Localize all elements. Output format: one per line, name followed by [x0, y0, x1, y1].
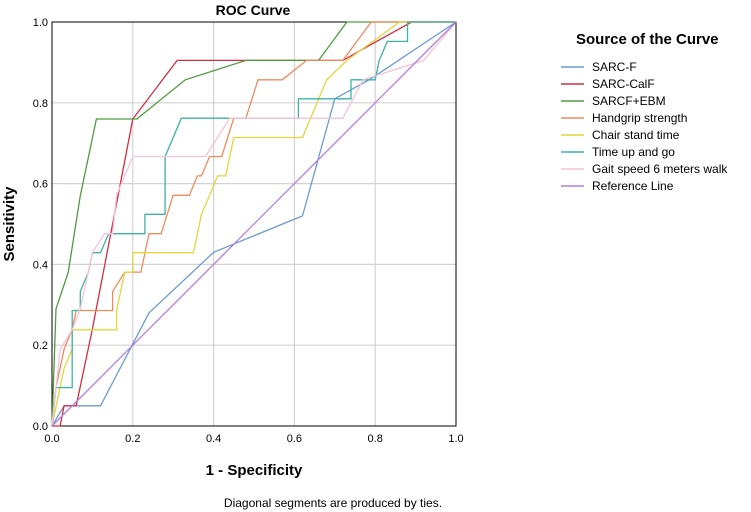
- y-tick-label: 0.2: [33, 340, 48, 352]
- legend-item-reference-line: Reference Line: [561, 179, 674, 193]
- y-tick-label: 0.8: [33, 98, 48, 110]
- x-tick-label: 1.0: [448, 433, 463, 445]
- y-axis-label: Sensitivity: [1, 186, 18, 262]
- legend-label: SARC-F: [592, 60, 637, 74]
- y-tick-label: 0.0: [33, 421, 48, 433]
- series-layer: [51, 21, 457, 427]
- legend-label: Handgrip strength: [592, 111, 687, 125]
- series-line-reference-line: [51, 21, 457, 427]
- legend-label: Gait speed 6 meters walk: [592, 162, 728, 176]
- x-axis-label: 1 - Specificity: [206, 462, 303, 479]
- x-tick-label: 0.4: [206, 433, 221, 445]
- series-line-sarc-calf: [52, 21, 456, 427]
- series-line-chair-stand-time: [51, 21, 456, 427]
- legend-label: SARC-CalF: [592, 77, 655, 91]
- y-tick-label: 1.0: [33, 17, 48, 29]
- chart-title: ROC Curve: [216, 2, 291, 18]
- x-tick-label: 0.6: [287, 433, 302, 445]
- x-tick-label: 0.2: [125, 433, 140, 445]
- legend-label: SARCF+EBM: [592, 94, 666, 108]
- legend-item-time-up-and-go: Time up and go: [561, 145, 675, 159]
- x-tick-label: 0.0: [44, 433, 59, 445]
- legend-item-sarcf-ebm: SARCF+EBM: [561, 94, 666, 108]
- plot-frame: [51, 21, 457, 427]
- tick-layer: 0.0 0.2 0.4 0.6 0.8 1.0 0.0 0.2 0.4 0.6 0.8 1.0: [33, 17, 464, 445]
- footnote: Diagonal segments are produced by ties.: [224, 496, 442, 510]
- series-line-sarcf-ebm: [51, 21, 456, 427]
- y-tick-label: 0.4: [33, 259, 48, 271]
- legend-label: Chair stand time: [592, 128, 680, 142]
- legend: SARC-F SARC-CalF SARCF+EBM Handgrip strengt…: [561, 60, 728, 193]
- legend-item-gait-speed-6-meters-walk: Gait speed 6 meters walk: [561, 162, 728, 176]
- grid-layer: [52, 22, 456, 426]
- legend-item-sarc-calf: SARC-CalF: [561, 77, 655, 91]
- legend-title: Source of the Curve: [576, 31, 719, 48]
- x-tick-label: 0.8: [368, 433, 383, 445]
- legend-label: Time up and go: [592, 145, 675, 159]
- legend-item-sarc-f: SARC-F: [561, 60, 637, 74]
- legend-item-handgrip-strength: Handgrip strength: [561, 111, 687, 125]
- series-line-gait-speed-6-meters-walk: [51, 21, 457, 427]
- legend-item-chair-stand-time: Chair stand time: [561, 128, 680, 142]
- y-tick-label: 0.6: [33, 179, 48, 191]
- legend-label: Reference Line: [592, 179, 674, 193]
